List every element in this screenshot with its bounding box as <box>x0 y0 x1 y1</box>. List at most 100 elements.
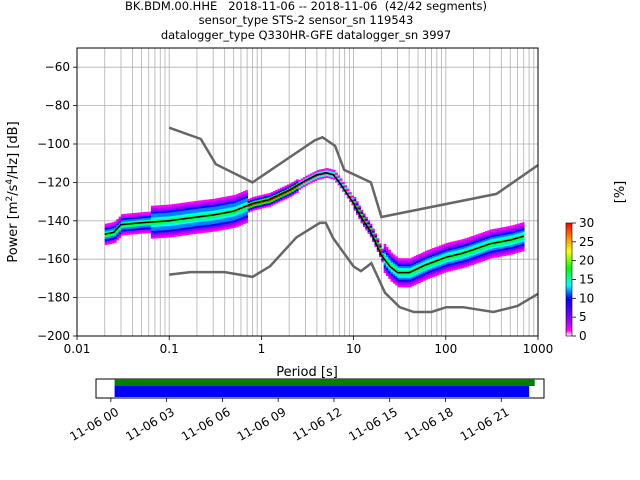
x-tick-label: 1 <box>258 342 266 356</box>
histogram-cell <box>353 206 357 209</box>
histogram-cell <box>397 263 401 267</box>
histogram-cell <box>139 220 142 223</box>
histogram-cell <box>201 207 205 210</box>
histogram-cell <box>127 224 131 228</box>
histogram-cell <box>236 222 239 225</box>
histogram-cell <box>164 214 168 217</box>
histogram-cell <box>438 272 442 275</box>
histogram-cell <box>245 203 248 206</box>
histogram-cell <box>521 249 525 252</box>
histogram-cell <box>236 207 239 210</box>
histogram-cell <box>185 219 189 222</box>
histogram-cell <box>365 218 368 221</box>
histogram-cell <box>489 256 493 259</box>
histogram-cell <box>342 185 345 188</box>
histogram-cell <box>249 199 253 202</box>
histogram-cell <box>173 209 177 212</box>
histogram-cell <box>210 208 214 211</box>
histogram-cell <box>286 194 290 197</box>
histogram-cell <box>489 235 493 238</box>
histogram-cell <box>143 231 147 234</box>
histogram-cell <box>139 218 142 221</box>
histogram-cell <box>342 183 345 186</box>
histogram-cell <box>385 268 389 271</box>
histogram-cell <box>422 274 426 278</box>
histogram-cell <box>457 261 461 264</box>
histogram-cell <box>166 218 170 221</box>
histogram-cell <box>339 186 343 189</box>
histogram-cell <box>512 242 516 245</box>
histogram-cell <box>349 192 352 195</box>
histogram-cell <box>226 196 230 199</box>
x-tick-label: 100 <box>434 342 457 356</box>
histogram-cell <box>229 226 232 229</box>
histogram-cell <box>427 257 431 260</box>
histogram-cell <box>293 182 297 185</box>
histogram-cell <box>392 266 396 269</box>
histogram-cell <box>425 277 428 280</box>
histogram-cell <box>404 265 408 269</box>
histogram-cell <box>247 198 251 201</box>
histogram-cell <box>238 196 242 199</box>
histogram-cell <box>448 259 451 262</box>
histogram-cell <box>229 207 232 210</box>
histogram-cell <box>153 211 156 214</box>
histogram-cell <box>192 205 195 208</box>
histogram-cell <box>409 269 412 272</box>
histogram-cell <box>249 207 253 210</box>
histogram-cell <box>116 228 119 231</box>
histogram-cell <box>157 222 161 225</box>
histogram-cell <box>494 255 497 258</box>
timeline-tick-label: 11-06 06 <box>179 405 233 444</box>
histogram-cell <box>411 276 414 279</box>
histogram-cell <box>166 233 170 236</box>
histogram-cell <box>113 240 117 243</box>
histogram-cell <box>261 206 265 209</box>
histogram-cell <box>402 273 405 276</box>
histogram-cell <box>337 177 341 180</box>
histogram-cell <box>146 211 149 215</box>
histogram-cell <box>496 235 500 239</box>
histogram-cell <box>150 207 154 210</box>
histogram-cell <box>508 231 511 234</box>
histogram-cell <box>113 221 117 224</box>
histogram-cell <box>153 232 156 235</box>
histogram-cell <box>392 258 396 261</box>
histogram-cell <box>203 230 207 233</box>
histogram-cell <box>190 220 193 224</box>
histogram-cell <box>125 229 129 232</box>
histogram-cell <box>130 213 133 216</box>
histogram-cell <box>491 234 495 238</box>
histogram-cell <box>406 283 410 286</box>
histogram-cell <box>503 228 507 232</box>
histogram-cell <box>512 232 516 235</box>
histogram-cell <box>521 231 525 235</box>
histogram-cell <box>429 268 433 271</box>
histogram-cell <box>238 217 242 221</box>
histogram-cell <box>263 205 267 208</box>
histogram-cell <box>118 216 122 219</box>
histogram-cell <box>494 240 497 243</box>
histogram-cell <box>455 246 458 249</box>
histogram-cell <box>104 225 108 228</box>
histogram-cell <box>192 214 195 217</box>
histogram-cell <box>512 230 516 233</box>
histogram-cell <box>438 256 442 260</box>
histogram-cell <box>226 201 230 205</box>
histogram-cell <box>501 236 504 240</box>
histogram-cell <box>505 249 509 252</box>
histogram-cell <box>337 175 341 178</box>
histogram-cell <box>487 230 490 233</box>
histogram-cell <box>150 209 154 212</box>
histogram-cell <box>510 237 514 240</box>
histogram-cell <box>162 218 165 221</box>
histogram-cell <box>279 187 283 190</box>
histogram-cell <box>422 272 426 276</box>
histogram-cell <box>385 250 389 253</box>
histogram-cell <box>199 217 202 220</box>
histogram-cell <box>468 236 472 239</box>
histogram-cell <box>166 208 170 211</box>
histogram-cell <box>185 229 189 232</box>
histogram-cell <box>236 211 239 214</box>
histogram-cell <box>132 218 136 221</box>
